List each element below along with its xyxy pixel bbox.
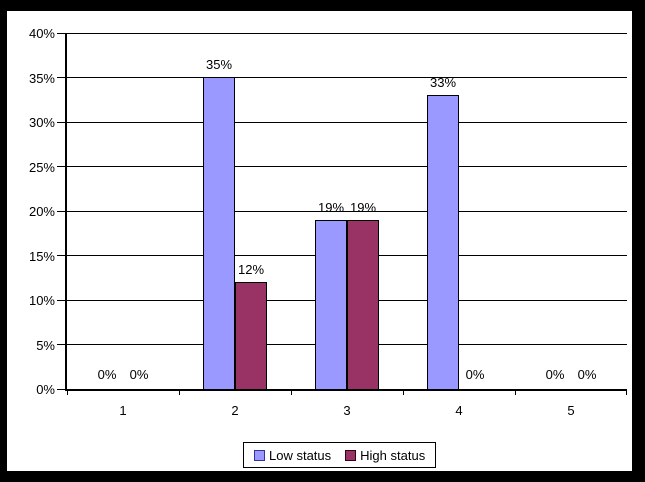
x-axis-tick [515,389,516,395]
data-label: 0% [545,367,565,382]
y-axis-tick [57,77,65,78]
legend-swatch-low-status [254,449,265,461]
x-axis-tick [291,389,292,395]
bar-high-status-cat3 [347,220,379,389]
legend: Low status High status [243,442,437,468]
y-axis-tick [57,210,65,212]
legend-item: Low status [254,448,331,463]
x-axis-label: 1 [119,403,127,418]
y-axis-label: 20% [28,204,55,219]
y-axis-tick [57,388,65,390]
x-axis-label: 5 [567,403,575,418]
y-axis-tick [57,299,65,301]
gridline [67,166,627,167]
y-axis-label: 10% [28,293,55,308]
data-label: 0% [577,367,597,382]
x-axis-tick [626,389,627,395]
x-axis-label: 3 [343,403,351,418]
y-axis-tick [57,255,65,256]
data-label: 12% [237,262,265,277]
y-axis-label: 40% [28,26,55,41]
data-label: 19% [317,200,345,215]
x-axis-tick [403,389,404,395]
x-axis-label: 2 [231,403,239,418]
data-label: 0% [129,367,149,382]
y-axis-label: 5% [36,337,55,353]
bar-low-status-cat3 [315,220,347,389]
data-label: 35% [205,57,233,72]
y-axis-label: 25% [28,159,55,175]
legend-swatch-high-status [345,449,357,461]
y-axis-tick [57,32,65,34]
y-axis-tick [57,344,65,345]
plot-area: 0% 5% 10% 15% 20% 25% 30% 35% 40% 1 2 3 4 5 0% 0% 35% 12%… [29,26,627,418]
gridline [67,210,627,212]
bar-low-status-cat4 [427,95,459,389]
gridline [67,121,627,123]
gridline [67,33,627,34]
legend-label: Low status [269,447,332,463]
y-axis-label: 15% [28,248,55,264]
bar-low-status-cat2 [203,77,235,389]
x-axis-label: 4 [455,403,463,418]
legend-item: High status [345,448,425,463]
chart-frame: 0% 5% 10% 15% 20% 25% 30% 35% 40% 1 2 3 4 5 0% 0% 35% 12%… [7,11,632,471]
legend-label: High status [360,447,426,463]
x-axis-tick [179,389,180,395]
data-label: 33% [429,75,457,90]
data-label: 19% [349,200,377,215]
data-label: 0% [465,367,485,382]
gridline [67,77,627,78]
y-axis-label: 30% [28,115,55,130]
y-axis-tick [57,121,65,123]
data-label: 0% [97,367,117,382]
y-axis-tick [57,166,65,167]
x-axis-tick [67,389,68,395]
y-axis-label: 0% [36,382,55,397]
y-axis-label: 35% [28,70,55,86]
bar-high-status-cat2 [235,282,267,389]
